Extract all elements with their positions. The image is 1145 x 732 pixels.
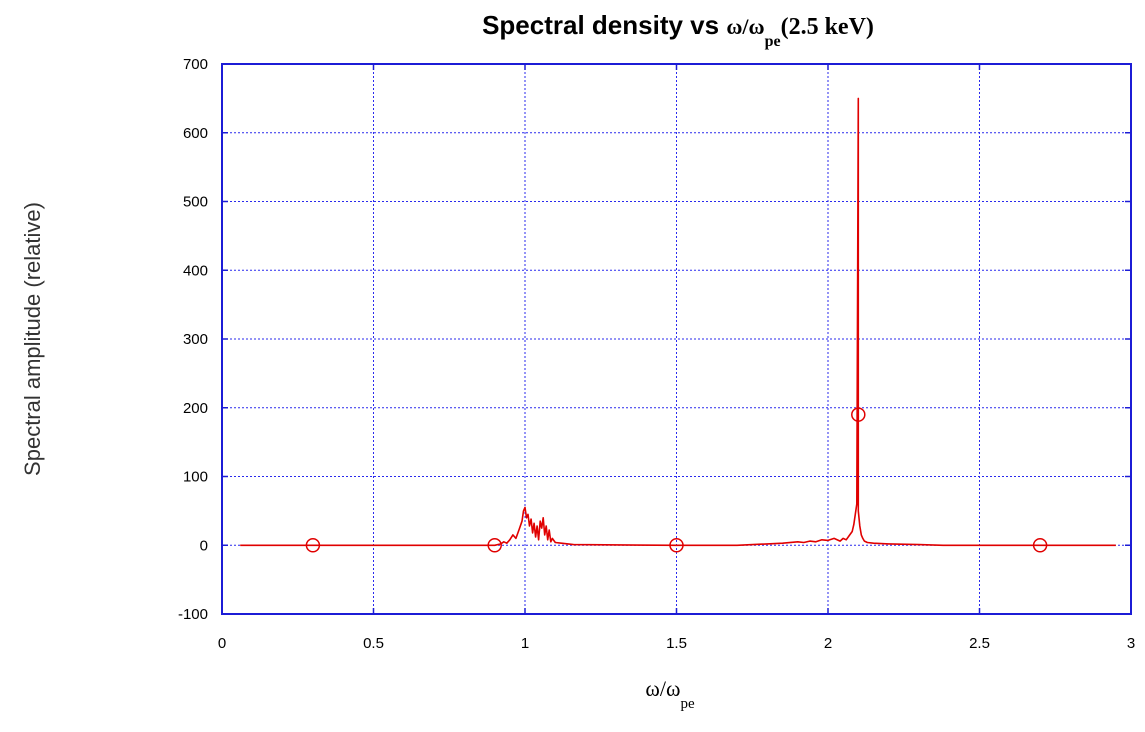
x-tick-label: 3 xyxy=(1127,635,1135,652)
x-axis-label-symbol: ω/ω xyxy=(645,676,680,701)
y-tick-label: 300 xyxy=(183,331,208,348)
chart-title-main: Spectral density vs xyxy=(482,10,719,40)
y-tick-label: 700 xyxy=(183,56,208,73)
y-axis-label: Spectral amplitude (relative) xyxy=(20,202,45,476)
y-tick-label: 0 xyxy=(200,537,208,554)
series-layer xyxy=(240,97,1116,553)
circle-marker xyxy=(669,538,684,553)
circle-marker xyxy=(487,538,502,553)
y-tick-label: 200 xyxy=(183,400,208,417)
grid-lines xyxy=(221,63,1132,615)
chart-title-subscript: pe xyxy=(765,33,781,50)
circle-marker xyxy=(305,538,321,553)
chart-title-symbol: ω/ω xyxy=(726,14,764,39)
y-tick-labels: -100 0 100 200 300 400 500 600 700 xyxy=(178,56,208,623)
x-tick-label: 0 xyxy=(218,635,226,652)
circle-marker xyxy=(851,407,866,422)
x-tick-label: 2.5 xyxy=(969,635,990,652)
chart-title: Spectral density vs ω/ωpe(2.5 keV) xyxy=(482,10,874,50)
x-axis-label-subscript: pe xyxy=(680,696,695,712)
x-tick-label: 1.5 xyxy=(666,635,687,652)
x-tick-label: 0.5 xyxy=(363,635,384,652)
x-axis-label: ω/ωpe xyxy=(645,676,695,712)
spectrum-line xyxy=(240,97,1116,547)
y-tick-label: 100 xyxy=(183,469,208,486)
y-tick-label: 600 xyxy=(183,125,208,142)
circle-marker xyxy=(1032,538,1048,553)
y-tick-label: 500 xyxy=(183,194,208,211)
x-tick-label: 1 xyxy=(521,635,529,652)
y-tick-label: 400 xyxy=(183,262,208,279)
x-tick-labels: 0 0.5 1 1.5 2 2.5 3 xyxy=(218,635,1135,652)
plot-frame xyxy=(221,63,1132,615)
x-tick-label: 2 xyxy=(824,635,832,652)
chart-title-suffix: (2.5 keV) xyxy=(781,14,874,40)
y-tick-label: -100 xyxy=(178,606,208,623)
